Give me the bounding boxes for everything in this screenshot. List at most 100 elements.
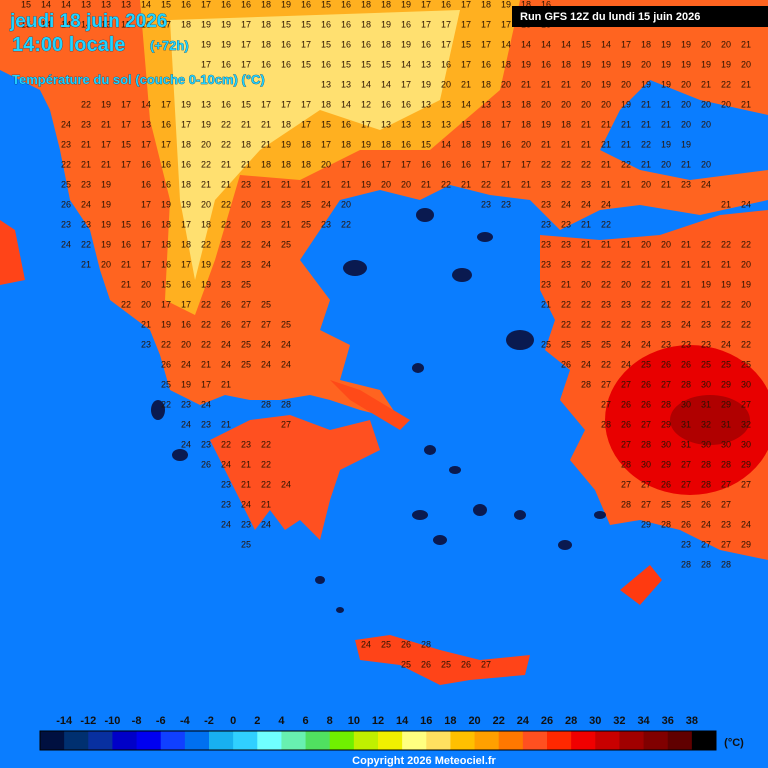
grid-value: 17 <box>161 99 171 109</box>
grid-value: 23 <box>501 199 511 209</box>
grid-value: 26 <box>401 639 411 649</box>
legend-tick-label: 24 <box>517 715 530 727</box>
grid-value: 20 <box>681 119 691 129</box>
grid-value: 17 <box>301 99 311 109</box>
grid-value: 20 <box>381 179 391 189</box>
grid-value: 28 <box>621 459 631 469</box>
grid-value: 24 <box>261 239 271 249</box>
grid-value: 15 <box>121 139 131 149</box>
land-peloponnese <box>210 415 380 540</box>
grid-value: 16 <box>361 159 371 169</box>
grid-value: 16 <box>161 179 171 189</box>
grid-value: 28 <box>581 379 591 389</box>
grid-value: 22 <box>721 79 731 89</box>
land-euboea <box>330 380 410 430</box>
grid-value: 27 <box>721 539 731 549</box>
grid-value: 29 <box>741 539 751 549</box>
grid-value: 17 <box>421 0 431 9</box>
grid-value: 21 <box>261 119 271 129</box>
grid-value: 17 <box>141 259 151 269</box>
grid-value: 21 <box>241 119 251 129</box>
grid-value: 14 <box>361 79 371 89</box>
grid-value: 20 <box>321 159 331 169</box>
grid-value: 16 <box>141 179 151 189</box>
grid-value: 14 <box>81 19 91 29</box>
legend-tick-label: 34 <box>637 715 650 727</box>
grid-value: 18 <box>181 239 191 249</box>
land-light-yellow <box>170 10 460 280</box>
grid-value: 21 <box>461 79 471 89</box>
grid-value: 20 <box>601 99 611 109</box>
grid-value: 16 <box>481 59 491 69</box>
grid-value: 26 <box>161 359 171 369</box>
legend-swatch <box>595 731 620 750</box>
grid-value: 19 <box>181 199 191 209</box>
grid-value: 13 <box>141 119 151 129</box>
grid-value: 19 <box>661 59 671 69</box>
grid-value: 14 <box>381 79 391 89</box>
grid-value: 21 <box>741 79 751 89</box>
grid-value: 23 <box>241 179 251 189</box>
grid-value: 17 <box>381 159 391 169</box>
grid-value: 27 <box>741 479 751 489</box>
grid-value: 15 <box>381 59 391 69</box>
grid-value: 13 <box>101 0 111 9</box>
grid-value: 25 <box>681 499 691 509</box>
grid-value: 19 <box>661 139 671 149</box>
grid-value: 19 <box>101 219 111 229</box>
grid-value: 22 <box>81 239 91 249</box>
grid-value: 23 <box>721 519 731 529</box>
grid-value: 24 <box>181 439 191 449</box>
grid-value: 28 <box>701 479 711 489</box>
grid-value: 25 <box>381 639 391 649</box>
legend-tick-label: 14 <box>396 715 409 727</box>
grid-value: 23 <box>141 339 151 349</box>
grid-value: 13 <box>121 0 131 9</box>
grid-value: 21 <box>101 159 111 169</box>
legend-swatch <box>305 731 331 750</box>
grid-value: 24 <box>61 119 71 129</box>
grid-value: 19 <box>481 139 491 149</box>
grid-value: 19 <box>701 279 711 289</box>
grid-value: 17 <box>341 159 351 169</box>
grid-value: 19 <box>201 39 211 49</box>
grid-value: 21 <box>301 179 311 189</box>
grid-value: 20 <box>701 119 711 129</box>
grid-value: 20 <box>741 59 751 69</box>
grid-value: 26 <box>221 319 231 329</box>
grid-value: 23 <box>701 319 711 329</box>
grid-value: 19 <box>741 279 751 289</box>
grid-value: 25 <box>721 359 731 369</box>
grid-value: 17 <box>461 59 471 69</box>
grid-value: 21 <box>661 99 671 109</box>
grid-value: 22 <box>221 439 231 449</box>
grid-value: 24 <box>221 519 231 529</box>
legend-tick-label: 6 <box>303 715 309 727</box>
legend-tick-label: 16 <box>420 715 432 727</box>
grid-value: 16 <box>421 159 431 169</box>
grid-value: 25 <box>441 659 451 669</box>
grid-value: 16 <box>221 0 231 9</box>
grid-value: 15 <box>321 119 331 129</box>
grid-value: 20 <box>721 39 731 49</box>
grid-value: 19 <box>601 79 611 89</box>
grid-value: 14 <box>41 19 51 29</box>
grid-value: 24 <box>621 359 631 369</box>
grid-value: 21 <box>641 259 651 269</box>
grid-value: 22 <box>261 439 271 449</box>
grid-value: 23 <box>541 239 551 249</box>
grid-value: 17 <box>481 159 491 169</box>
grid-value: 19 <box>281 139 291 149</box>
grid-value: 25 <box>261 299 271 309</box>
grid-value: 21 <box>241 459 251 469</box>
grid-value: 25 <box>641 359 651 369</box>
grid-value: 17 <box>621 39 631 49</box>
grid-value: 25 <box>281 239 291 249</box>
grid-value: 19 <box>181 379 191 389</box>
grid-value: 27 <box>621 479 631 489</box>
grid-value: 17 <box>441 39 451 49</box>
grid-value: 14 <box>61 19 71 29</box>
legend-swatch <box>112 731 138 750</box>
grid-value: 25 <box>561 339 571 349</box>
